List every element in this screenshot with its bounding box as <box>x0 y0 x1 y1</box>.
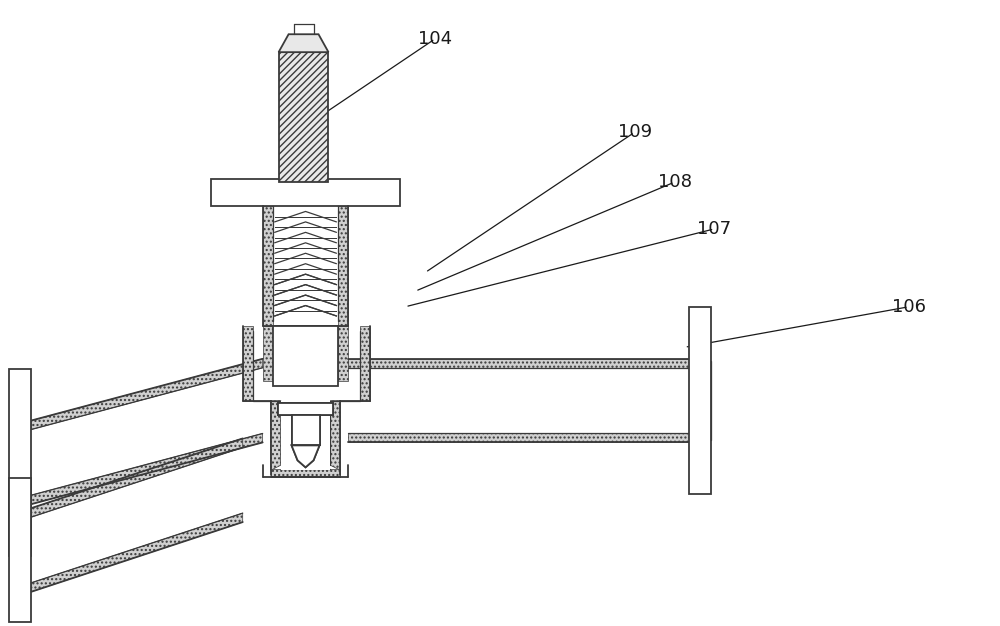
Text: 106: 106 <box>892 298 926 316</box>
Polygon shape <box>292 446 320 468</box>
Bar <box>211 178 400 207</box>
Bar <box>9 478 31 622</box>
Bar <box>292 414 320 446</box>
Bar <box>9 369 31 556</box>
Bar <box>689 307 711 494</box>
Polygon shape <box>263 207 273 326</box>
Text: 108: 108 <box>658 173 692 191</box>
Polygon shape <box>31 438 243 517</box>
Text: 107: 107 <box>697 220 731 238</box>
Bar <box>279 52 328 182</box>
Polygon shape <box>348 359 689 367</box>
Polygon shape <box>360 326 370 401</box>
Text: 109: 109 <box>618 123 652 141</box>
Polygon shape <box>338 207 348 326</box>
Polygon shape <box>263 326 273 381</box>
Polygon shape <box>243 326 253 401</box>
Bar <box>278 403 333 414</box>
Text: 104: 104 <box>418 30 452 48</box>
Polygon shape <box>338 326 348 381</box>
Bar <box>273 326 338 386</box>
Polygon shape <box>31 359 263 429</box>
Bar <box>281 401 330 470</box>
Polygon shape <box>348 433 689 443</box>
Polygon shape <box>292 446 320 468</box>
Polygon shape <box>271 401 281 470</box>
Polygon shape <box>31 433 263 504</box>
Bar <box>275 274 336 316</box>
Polygon shape <box>330 401 340 470</box>
Polygon shape <box>279 34 328 52</box>
Bar <box>292 414 320 446</box>
Polygon shape <box>271 470 340 477</box>
Polygon shape <box>31 513 243 592</box>
Bar <box>278 403 333 414</box>
